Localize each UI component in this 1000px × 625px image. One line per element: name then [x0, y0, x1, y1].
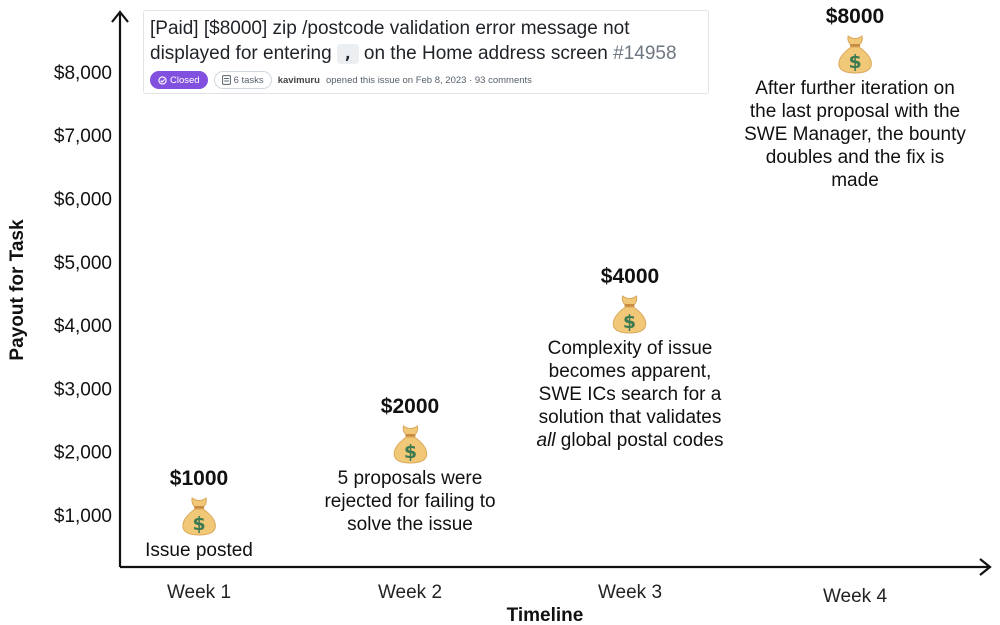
issue-card[interactable]: [Paid] [$8000] zip /postcode validation …: [143, 10, 709, 94]
status-text: Closed: [170, 74, 200, 86]
issue-title-text: [Paid] [$8000] zip /postcode validation …: [150, 18, 630, 64]
y-tick-label: $5,000: [54, 253, 112, 274]
point-value-label: $8000: [825, 5, 885, 28]
data-point: $4000 $ Complexity of issue becomes appar…: [537, 265, 724, 452]
x-axis-arrow: [979, 558, 992, 576]
svg-text:$: $: [192, 513, 205, 535]
y-tick-label: $7,000: [54, 126, 112, 147]
y-axis-title: Payout for Task: [7, 219, 28, 361]
y-tick-label: $3,000: [54, 379, 112, 400]
tasks-badge[interactable]: 6 tasks: [213, 71, 272, 89]
svg-text:$: $: [623, 311, 636, 333]
money-bag-icon: $: [613, 295, 647, 334]
issue-author[interactable]: kavimuru: [277, 74, 320, 86]
axes: [111, 10, 992, 576]
money-bag-icon: $: [838, 35, 872, 74]
y-axis-arrow: [111, 10, 129, 23]
x-tick-label: Week 4: [823, 586, 888, 607]
y-axis-ticks: $1,000 $2,000 $3,000 $4,000 $5,000 $6,000 $7,0…: [54, 63, 112, 527]
x-tick-label: Week 1: [167, 582, 231, 603]
check-circle-icon: [158, 75, 167, 85]
issue-title-suffix: on the Home address screen: [363, 43, 608, 64]
status-badge: Closed: [150, 71, 208, 89]
checklist-icon: [221, 75, 231, 85]
x-axis-ticks: Week 1 Week 2 Week 3 Week 4: [167, 582, 888, 607]
point-caption: After further iteration on the last propo…: [744, 78, 966, 191]
x-tick-label: Week 3: [598, 582, 662, 603]
y-tick-label: $8,000: [54, 63, 112, 84]
money-bag-icon: $: [182, 497, 216, 536]
point-value-label: $4000: [600, 265, 660, 288]
svg-text:$: $: [403, 441, 416, 463]
data-point: $8000 $ After further iteration on the la…: [744, 5, 966, 192]
point-value-label: $2000: [380, 395, 440, 418]
x-axis-title: Timeline: [507, 605, 584, 625]
issue-meta-text: opened this issue on Feb 8, 2023 · 93 co…: [325, 74, 532, 86]
x-tick-label: Week 2: [378, 582, 442, 603]
y-tick-label: $4,000: [54, 316, 112, 337]
svg-text:$: $: [848, 51, 861, 73]
money-bag-icon: $: [393, 425, 427, 464]
point-caption: Issue posted: [145, 540, 253, 561]
issue-number: #14958: [613, 43, 677, 64]
tasks-text: 6 tasks: [233, 74, 264, 86]
issue-meta: Closed 6 tasks kavimuru opened this issu…: [150, 71, 702, 89]
issue-title[interactable]: [Paid] [$8000] zip /postcode validation …: [150, 16, 702, 66]
data-point: $1000 $ Issue posted: [145, 467, 253, 562]
issue-code-chip: ,: [336, 44, 359, 64]
point-caption: 5 proposals were rejected for failing to s…: [324, 468, 496, 535]
point-caption: Complexity of issue becomes apparent, SWE …: [536, 338, 724, 451]
y-tick-label: $1,000: [54, 506, 112, 527]
data-point: $2000 $ 5 proposals were rejected for fai…: [324, 395, 495, 536]
point-value-label: $1000: [169, 467, 229, 490]
y-tick-label: $2,000: [54, 443, 112, 464]
y-tick-label: $6,000: [54, 190, 112, 211]
